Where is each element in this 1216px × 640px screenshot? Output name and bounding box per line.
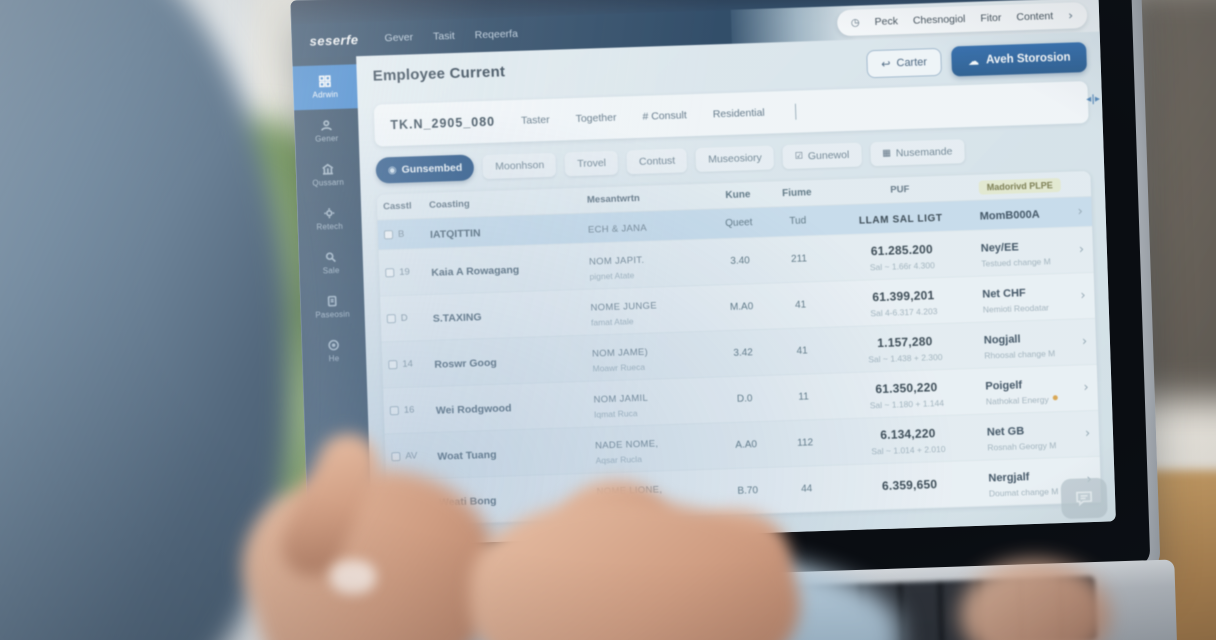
person-shoulder (0, 0, 290, 640)
laptop-screen: ◀ ▦ ↗ □ ≡ Durbanmetral seserfe (290, 0, 1116, 549)
sidebar-item-retech[interactable]: Retech (297, 196, 362, 242)
background-window-light (0, 0, 300, 520)
search-icon (325, 252, 336, 263)
sidebar-item-adrwin[interactable]: Adrwin (292, 64, 358, 111)
help-icon (328, 339, 339, 351)
gear-icon (324, 208, 335, 219)
user-icon (321, 120, 332, 131)
dashboard-icon (318, 75, 331, 88)
sidebar-item-sale[interactable]: Sale (298, 240, 363, 286)
main-content: ◂|▸ Employee Current ↩ Carter ☁ (356, 31, 1116, 546)
laptop: ◀ ▦ ↗ □ ≡ Durbanmetral seserfe (277, 0, 1184, 640)
sidebar-item-he[interactable]: He (301, 328, 366, 374)
screen-glare (290, 0, 1116, 549)
clipboard-icon (327, 295, 337, 307)
sidebar-item-gener[interactable]: Gener (294, 108, 359, 154)
keyboard[interactable] (383, 576, 1097, 640)
sidebar: Adrwin Gener Qussarn (292, 56, 373, 549)
sidebar-item-qussarn[interactable]: Qussarn (295, 152, 360, 198)
bank-icon (322, 163, 334, 175)
sidebar-item-paseosin[interactable]: Paseosin (300, 284, 365, 330)
app-window: ◀ ▦ ↗ □ ≡ Durbanmetral seserfe (290, 0, 1116, 549)
